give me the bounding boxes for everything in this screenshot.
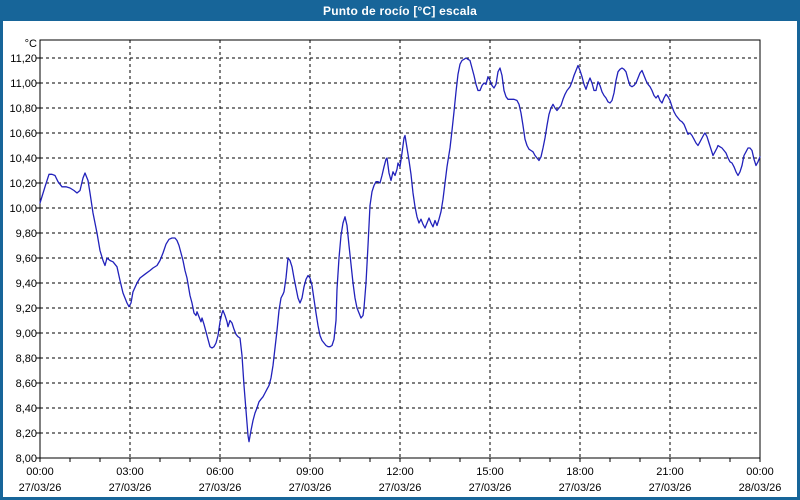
- svg-text:12:00: 12:00: [386, 466, 414, 478]
- svg-text:27/03/26: 27/03/26: [19, 482, 62, 494]
- svg-text:9,40: 9,40: [16, 278, 37, 290]
- svg-text:27/03/26: 27/03/26: [469, 482, 512, 494]
- svg-text:8,80: 8,80: [16, 353, 37, 365]
- svg-text:27/03/26: 27/03/26: [289, 482, 332, 494]
- svg-text:10,20: 10,20: [9, 178, 37, 190]
- svg-text:10,60: 10,60: [9, 128, 37, 140]
- svg-text:8,60: 8,60: [16, 378, 37, 390]
- grid-lines: [40, 40, 760, 458]
- svg-text:8,00: 8,00: [16, 453, 37, 465]
- svg-text:27/03/26: 27/03/26: [379, 482, 422, 494]
- svg-text:21:00: 21:00: [656, 466, 684, 478]
- y-axis-unit-label: °C: [25, 38, 37, 50]
- svg-text:18:00: 18:00: [566, 466, 594, 478]
- svg-text:27/03/26: 27/03/26: [109, 482, 152, 494]
- y-axis-labels: °C 11,20 11,00 10,80 10,60 10,40 10,20 10,00 9,8…: [9, 38, 37, 465]
- x-axis-labels: 00:00 27/03/26 03:00 27/03/26 06:00 27/03/26 0…: [19, 466, 782, 494]
- svg-text:27/03/26: 27/03/26: [559, 482, 602, 494]
- svg-text:06:00: 06:00: [206, 466, 234, 478]
- svg-text:03:00: 03:00: [116, 466, 144, 478]
- svg-text:09:00: 09:00: [296, 466, 324, 478]
- svg-text:8,20: 8,20: [16, 428, 37, 440]
- svg-text:8,40: 8,40: [16, 403, 37, 415]
- svg-text:00:00: 00:00: [26, 466, 54, 478]
- svg-text:11,20: 11,20: [10, 53, 37, 65]
- svg-text:10,00: 10,00: [9, 203, 37, 215]
- svg-text:15:00: 15:00: [476, 466, 504, 478]
- window-title: Punto de rocío [°C] escala: [322, 3, 478, 18]
- svg-text:28/03/26: 28/03/26: [739, 482, 782, 494]
- svg-text:27/03/26: 27/03/26: [649, 482, 692, 494]
- svg-text:9,60: 9,60: [16, 253, 37, 265]
- svg-text:9,80: 9,80: [16, 228, 37, 240]
- svg-text:9,00: 9,00: [16, 328, 37, 340]
- svg-text:27/03/26: 27/03/26: [199, 482, 242, 494]
- axis-ticks: [36, 57, 761, 462]
- svg-text:10,80: 10,80: [9, 103, 37, 115]
- window-title-bar: Punto de rocío [°C] escala: [0, 0, 800, 21]
- svg-text:00:00: 00:00: [746, 466, 774, 478]
- svg-text:10,40: 10,40: [9, 153, 37, 165]
- svg-text:9,20: 9,20: [16, 303, 37, 315]
- svg-text:11,00: 11,00: [10, 78, 37, 90]
- dewpoint-series-line: [39, 57, 761, 443]
